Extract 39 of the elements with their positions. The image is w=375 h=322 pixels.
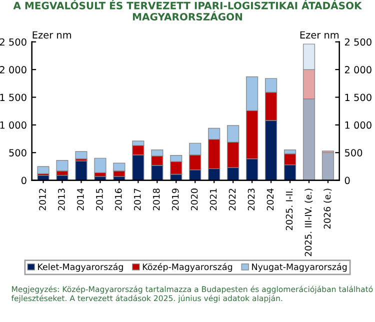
y-axis-title: Ezer nm xyxy=(32,31,71,39)
y2-tick-label: 0 xyxy=(344,176,350,184)
y-tick-label: 2 500 xyxy=(0,38,26,46)
y2-tick-label: 1 500 xyxy=(345,94,372,102)
x-tick-label: 2025. III-IV. (e.) xyxy=(304,188,313,256)
y2-tick-label: 500 xyxy=(344,149,362,156)
x-tick-label: 2022 xyxy=(228,188,236,210)
x-tick-label: 2017 xyxy=(134,188,141,210)
x-tick-label: 2015 xyxy=(96,188,103,210)
x-tick-label: 2023 xyxy=(248,188,255,210)
y2-tick-label: 2 000 xyxy=(344,66,372,74)
x-tick-label: 2026 (e.) xyxy=(324,188,332,229)
legend-label: Nyugat-Magyarország xyxy=(252,262,347,272)
y2-axis-title: Ezer nm xyxy=(300,31,339,39)
x-tick-label: 2012 xyxy=(39,188,46,210)
x-tick-label: 2019 xyxy=(172,188,179,210)
x-tick-label: 2021 xyxy=(210,188,217,210)
y-tick-label: 1 500 xyxy=(0,94,26,102)
x-tick-label: 2014 xyxy=(77,188,84,210)
x-tick-label: 2025. I-II. xyxy=(286,188,293,230)
x-tick-label: 2020 xyxy=(190,188,198,210)
x-tick-label: 2013 xyxy=(58,188,65,210)
bar xyxy=(322,152,334,180)
y-tick-label: 0 xyxy=(21,176,26,184)
legend-label: Közép-Magyarország xyxy=(142,262,232,272)
y-tick-label: 2 000 xyxy=(0,66,26,74)
bar xyxy=(94,158,106,173)
y-tick-label: 1 000 xyxy=(0,121,26,129)
y2-tick-label: 2 500 xyxy=(344,38,372,46)
bar xyxy=(75,160,88,180)
bar xyxy=(75,151,88,160)
x-tick-label: 2016 xyxy=(114,188,122,210)
x-tick-label: 2018 xyxy=(152,188,160,210)
y-tick-label: 500 xyxy=(9,149,26,156)
bar xyxy=(56,160,68,172)
chart-title: A MEGVALÓSULT ÉS TERVEZETT IPARI-LOGISZTIKAI ÁTADÁSOK MAGYARORSZÁGON xyxy=(13,0,362,21)
legend-label: Kelet-Magyarország xyxy=(38,262,123,272)
y2-tick-label: 1 000 xyxy=(345,121,372,129)
x-tick-label: 2024 xyxy=(266,188,274,210)
